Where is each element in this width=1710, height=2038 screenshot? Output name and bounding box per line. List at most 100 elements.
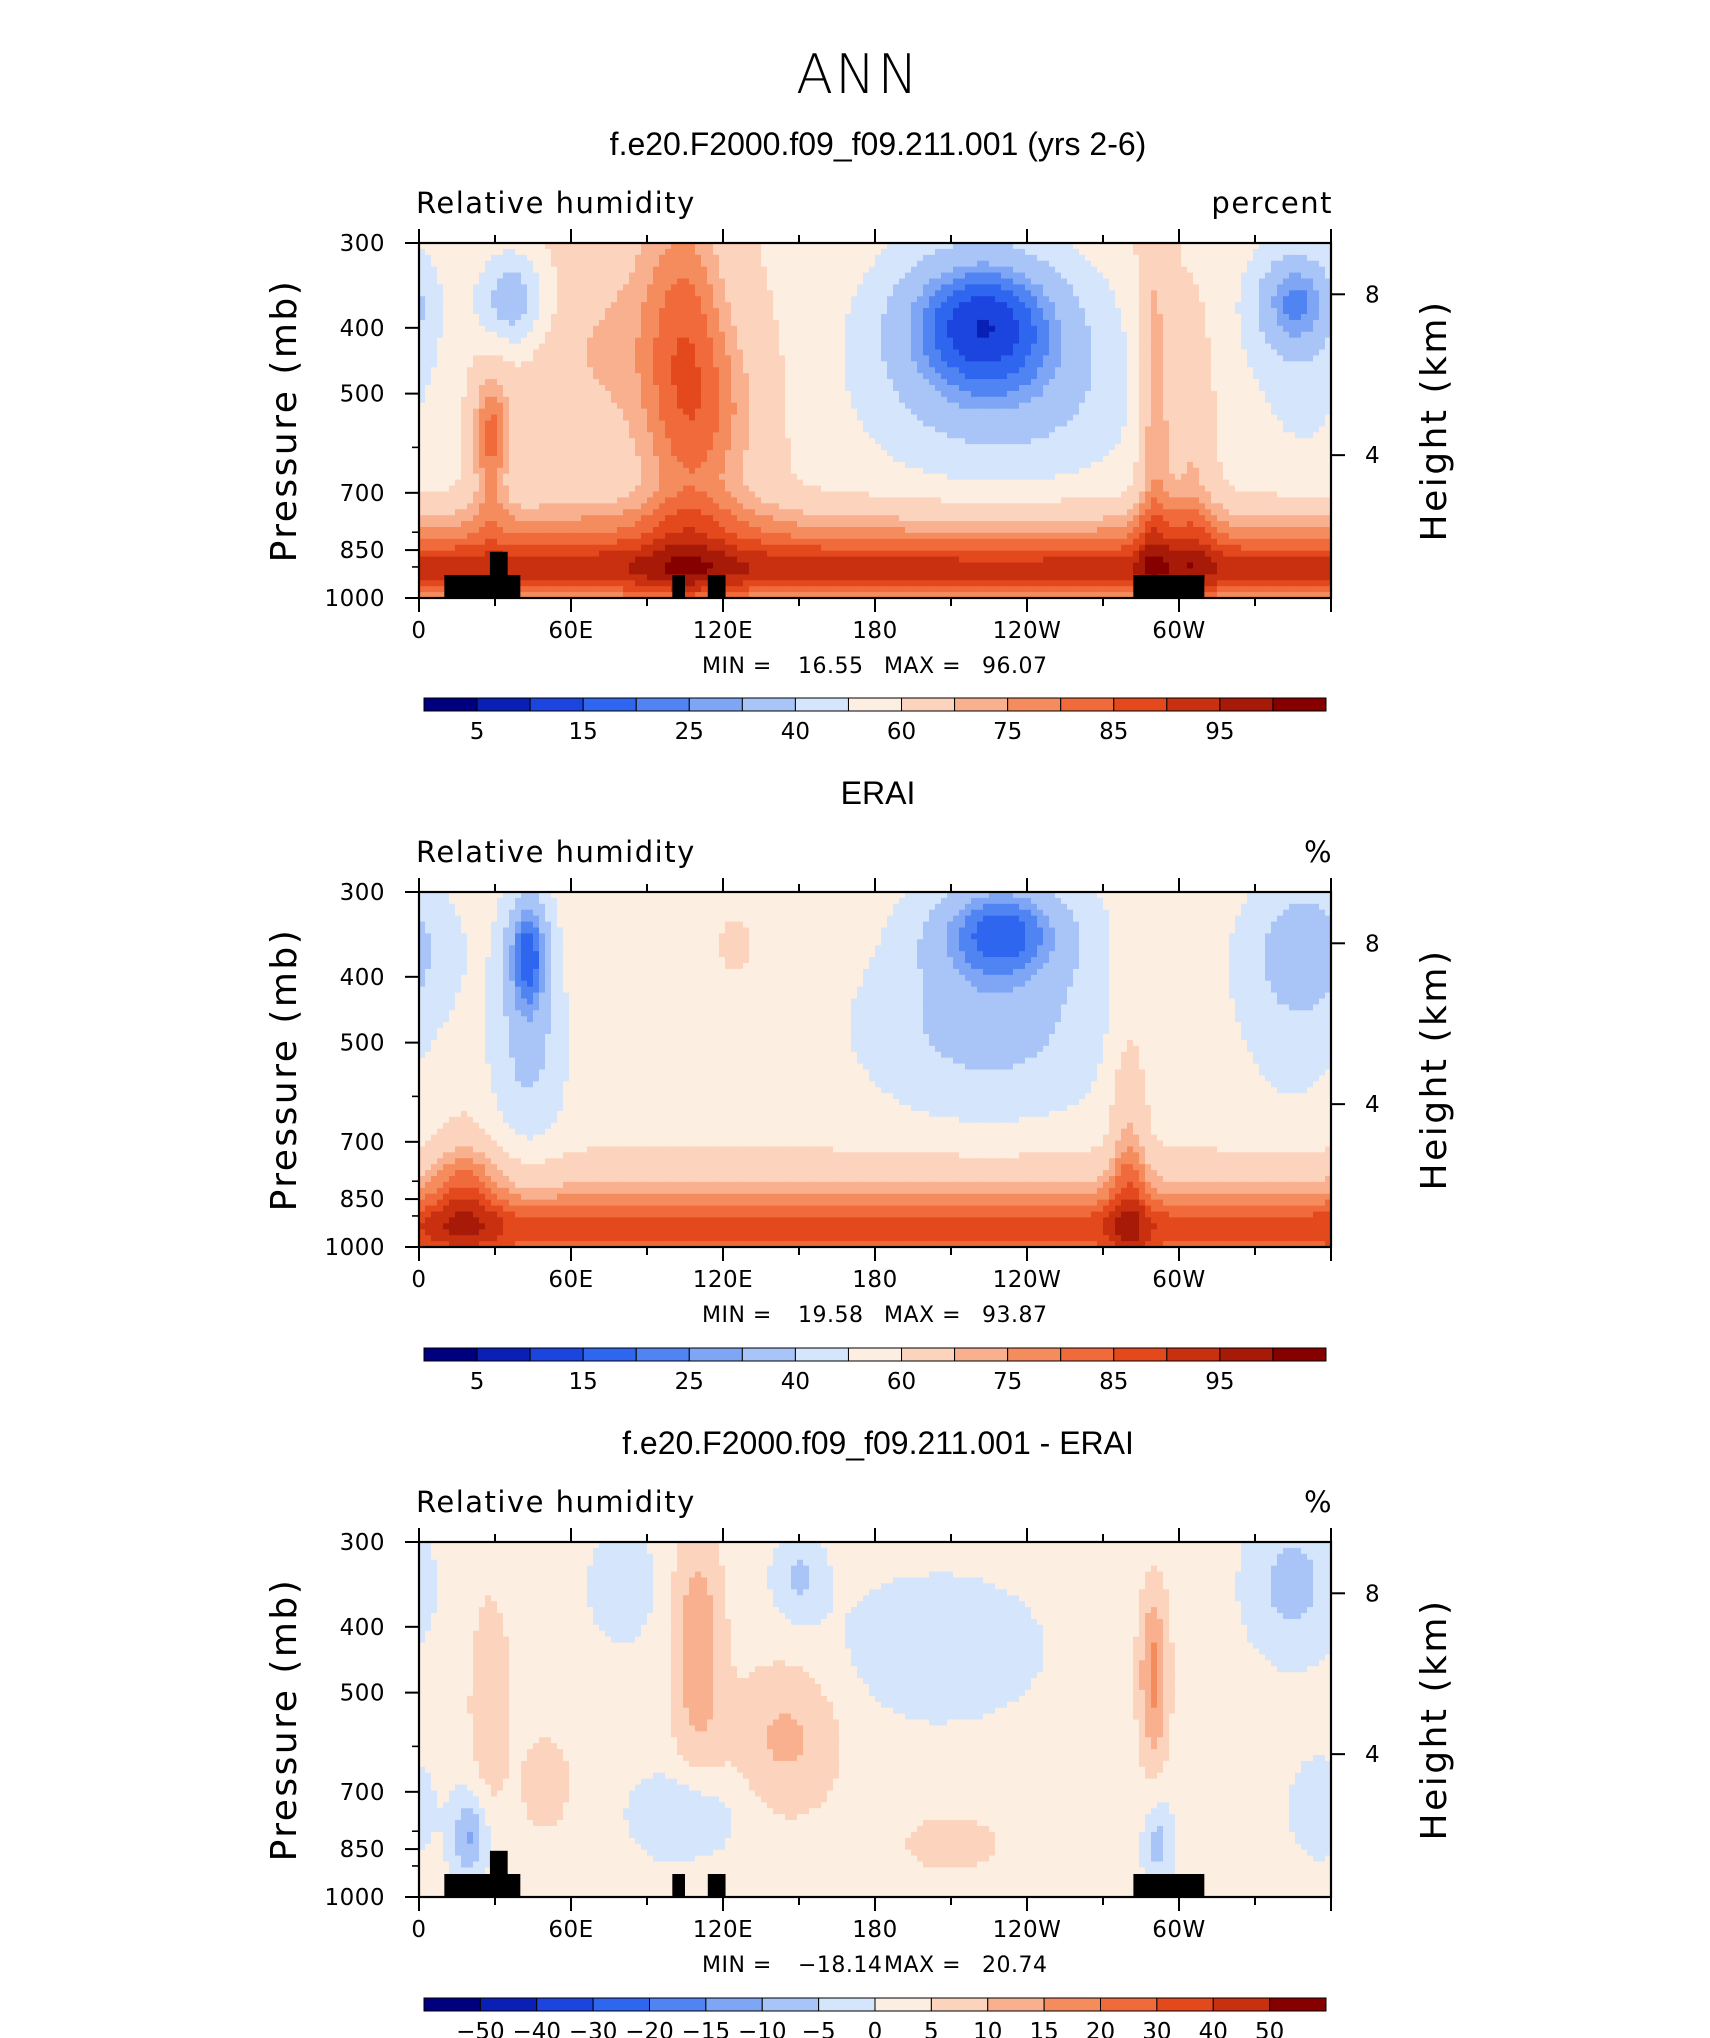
field-cell	[1163, 408, 1170, 416]
field-cell	[941, 408, 948, 416]
field-cell	[881, 414, 888, 422]
field-cell	[1085, 331, 1092, 339]
field-cell	[1301, 420, 1308, 428]
field-cell	[1205, 254, 1212, 262]
field-cell	[701, 379, 708, 386]
field-cell	[1307, 379, 1314, 386]
field-cell	[647, 396, 654, 404]
field-cell	[839, 432, 846, 439]
field-cell	[803, 373, 810, 380]
field-cell	[581, 408, 588, 416]
field-cell	[797, 432, 804, 439]
field-cell	[1163, 355, 1170, 362]
field-cell	[1325, 414, 1332, 422]
field-cell	[1049, 361, 1056, 368]
field-cell	[791, 266, 798, 274]
field-cell	[515, 426, 522, 433]
field-cell	[1301, 325, 1308, 333]
field-cell	[767, 248, 774, 256]
field-cell	[917, 266, 924, 274]
field-cell	[569, 260, 576, 268]
field-cell	[1313, 373, 1320, 380]
field-cell	[1175, 379, 1182, 386]
field-cell	[971, 308, 978, 315]
field-cell	[1055, 420, 1062, 428]
field-cell	[593, 290, 600, 297]
field-cell	[425, 349, 432, 357]
field-cell	[731, 314, 738, 321]
field-cell	[557, 290, 564, 297]
field-cell	[605, 408, 612, 416]
field-cell	[743, 319, 750, 327]
field-cell	[1289, 308, 1296, 315]
field-cell	[995, 408, 1002, 416]
field-cell	[587, 432, 594, 439]
field-cell	[635, 266, 642, 274]
field-cell	[623, 343, 630, 351]
field-cell	[557, 349, 564, 357]
field-cell	[749, 331, 756, 339]
field-cell	[1223, 367, 1230, 374]
field-cell	[1211, 355, 1218, 362]
field-cell	[983, 308, 990, 315]
field-cell	[929, 266, 936, 274]
field-cell	[1223, 373, 1230, 380]
field-cell	[713, 361, 720, 368]
field-cell	[743, 331, 750, 339]
field-cell	[431, 260, 438, 268]
field-cell	[617, 390, 624, 398]
field-cell	[425, 248, 432, 256]
field-cell	[1139, 343, 1146, 351]
field-cell	[437, 243, 444, 250]
field-cell	[857, 349, 864, 357]
field-cell	[761, 361, 768, 368]
field-cell	[713, 420, 720, 428]
field-cell	[851, 349, 858, 357]
field-cell	[1229, 390, 1236, 398]
field-cell	[1067, 379, 1074, 386]
field-cell	[1157, 248, 1164, 256]
field-cell	[953, 355, 960, 362]
field-cell	[623, 390, 630, 398]
field-cell	[1007, 254, 1014, 262]
field-cell	[1211, 361, 1218, 368]
field-cell	[443, 385, 450, 392]
field-cell	[773, 272, 780, 280]
field-cell	[563, 248, 570, 256]
field-cell	[1103, 355, 1110, 362]
field-cell	[545, 243, 552, 250]
field-cell	[767, 396, 774, 404]
field-cell	[635, 319, 642, 327]
field-cell	[1097, 278, 1104, 286]
field-cell	[1265, 337, 1272, 345]
field-cell	[719, 396, 726, 404]
field-cell	[1127, 367, 1134, 374]
field-cell	[1109, 319, 1116, 327]
field-cell	[527, 302, 534, 309]
field-cell	[539, 260, 546, 268]
field-cell	[1283, 290, 1290, 297]
field-cell	[833, 319, 840, 327]
field-cell	[1103, 420, 1110, 428]
field-cell	[533, 343, 540, 351]
field-cell	[875, 248, 882, 256]
field-cell	[611, 319, 618, 327]
field-cell	[1325, 254, 1332, 262]
field-cell	[521, 337, 528, 345]
field-cell	[449, 355, 456, 362]
field-cell	[1181, 260, 1188, 268]
field-cell	[1295, 402, 1302, 410]
field-cell	[593, 367, 600, 374]
field-cell	[935, 367, 942, 374]
field-cell	[899, 272, 906, 280]
field-cell	[701, 260, 708, 268]
field-cell	[731, 414, 738, 422]
field-cell	[1223, 325, 1230, 333]
field-cell	[1043, 290, 1050, 297]
field-cell	[839, 343, 846, 351]
field-cell	[1169, 367, 1176, 374]
field-cell	[581, 414, 588, 422]
field-cell	[821, 367, 828, 374]
field-cell	[707, 319, 714, 327]
field-cell	[983, 296, 990, 303]
